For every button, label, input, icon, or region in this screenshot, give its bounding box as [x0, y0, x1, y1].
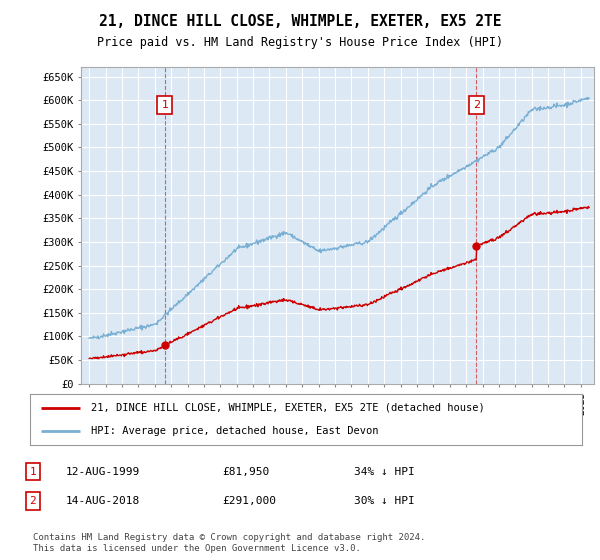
Text: 1: 1 [29, 466, 37, 477]
Text: 34% ↓ HPI: 34% ↓ HPI [354, 466, 415, 477]
Text: 21, DINCE HILL CLOSE, WHIMPLE, EXETER, EX5 2TE (detached house): 21, DINCE HILL CLOSE, WHIMPLE, EXETER, E… [91, 403, 484, 413]
Text: £81,950: £81,950 [222, 466, 269, 477]
Text: HPI: Average price, detached house, East Devon: HPI: Average price, detached house, East… [91, 426, 378, 436]
Text: £291,000: £291,000 [222, 496, 276, 506]
Text: 2: 2 [29, 496, 37, 506]
Text: 14-AUG-2018: 14-AUG-2018 [66, 496, 140, 506]
Text: Contains HM Land Registry data © Crown copyright and database right 2024.
This d: Contains HM Land Registry data © Crown c… [33, 533, 425, 553]
Text: 30% ↓ HPI: 30% ↓ HPI [354, 496, 415, 506]
Text: 12-AUG-1999: 12-AUG-1999 [66, 466, 140, 477]
Text: 21, DINCE HILL CLOSE, WHIMPLE, EXETER, EX5 2TE: 21, DINCE HILL CLOSE, WHIMPLE, EXETER, E… [99, 14, 501, 29]
Text: 2: 2 [473, 100, 480, 110]
Text: Price paid vs. HM Land Registry's House Price Index (HPI): Price paid vs. HM Land Registry's House … [97, 36, 503, 49]
Text: 1: 1 [161, 100, 169, 110]
